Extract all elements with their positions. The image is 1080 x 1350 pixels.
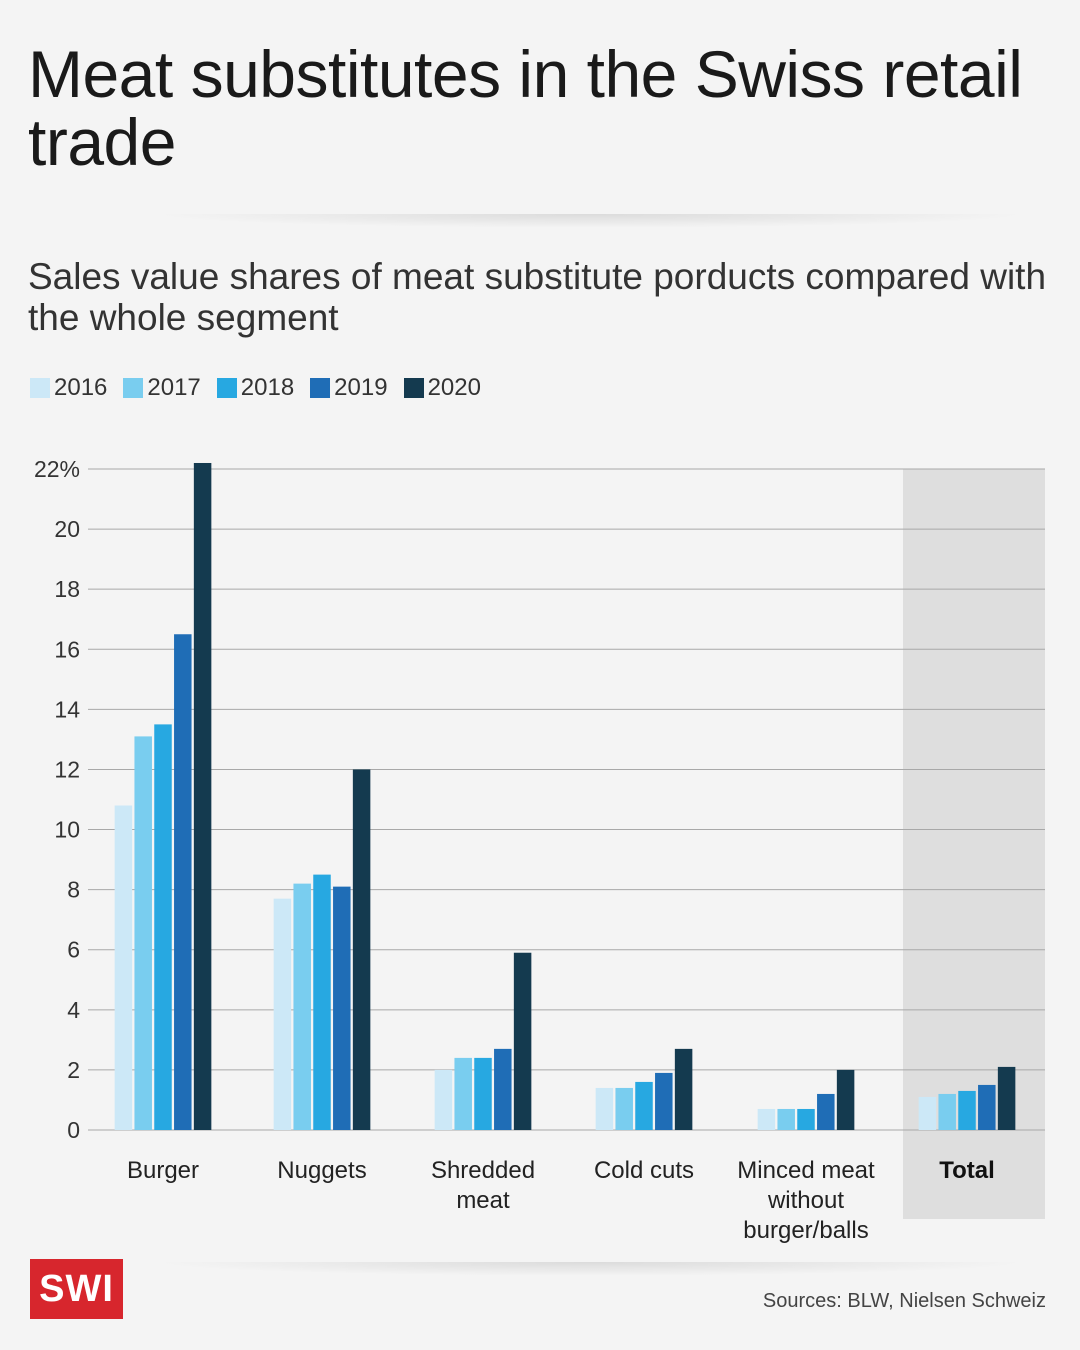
legend-item-2016: 2016 [30,374,107,402]
footer-divider [150,1262,1030,1276]
y-tick-label: 4 [67,997,80,1023]
bar-2017 [938,1093,956,1130]
y-tick-label: 6 [67,937,80,963]
bar-2019 [817,1093,835,1130]
legend-swatch [310,378,331,398]
bar-2018 [797,1108,815,1130]
legend-swatch [216,378,237,398]
page-title: Meat substitutes in the Swiss retail tra… [28,37,1023,179]
y-tick-label: 0 [67,1117,80,1143]
y-tick-label: 18 [54,576,80,602]
legend-item-2018: 2018 [216,374,295,402]
bar-2019 [494,1048,512,1130]
y-tick-label: 22% [34,456,80,482]
bar-2016 [434,1069,453,1130]
bar-2016 [114,805,133,1130]
header-divider [150,214,1030,228]
bar-2019 [655,1072,673,1130]
bar-2017 [454,1057,472,1130]
y-tick-label: 20 [54,516,80,542]
category-label: Burger [127,1157,199,1184]
bar-2020 [352,769,371,1130]
legend-item-2019: 2019 [310,374,388,402]
y-tick-label: 10 [54,817,80,843]
category-label: meat [456,1187,510,1214]
category-label: Shredded [431,1157,535,1184]
bar-2020 [193,462,212,1130]
bar-2018 [635,1081,653,1130]
category-label: Nuggets [277,1157,366,1184]
y-tick-label: 2 [67,1057,80,1083]
legend-label: 2018 [240,374,295,401]
y-tick-label: 8 [67,877,80,903]
category-label: burger/balls [743,1217,868,1244]
bar-2017 [293,883,311,1130]
category-label: Cold cuts [594,1157,694,1184]
legend-label: 2017 [147,374,201,401]
chart-subtitle: Sales value shares of meat substitute po… [28,256,1047,338]
bar-2018 [958,1090,976,1130]
swi-logo: SWI [30,1259,123,1319]
legend-swatch [403,378,424,398]
bar-2020 [674,1048,693,1130]
bar-2019 [978,1084,996,1130]
bar-2016 [273,898,292,1130]
bar-2020 [513,952,532,1130]
bar-2016 [757,1108,776,1130]
bar-2020 [836,1069,855,1130]
bar-2019 [174,634,192,1130]
bar-2019 [333,886,351,1130]
bar-2018 [154,724,172,1130]
bar-chart: 0 2 4 6 8 10 12 14 16 18 20 22% Burger Nuggets Shredde… [34,456,1045,1244]
category-label: Minced meat [737,1157,875,1184]
legend-item-2020: 2020 [403,374,481,402]
bar-2020 [997,1066,1016,1130]
legend-swatch [30,378,50,398]
category-label: without [767,1187,844,1214]
legend-label: 2019 [334,374,388,401]
y-tick-label: 12 [54,756,80,782]
legend-swatch [123,378,144,398]
bar-2017 [777,1108,795,1130]
legend-label: 2020 [427,374,481,401]
bar-2017 [134,736,152,1130]
bar-2016 [595,1087,614,1130]
y-tick-label: 14 [54,696,80,722]
y-tick-label: 16 [54,636,80,662]
bar-2016 [918,1096,937,1130]
chart-legend: 2016 2017 2018 2019 2020 [30,374,481,402]
legend-label: 2016 [54,374,108,401]
source-note: Sources: BLW, Nielsen Schweiz [762,1290,1046,1312]
bar-2018 [313,874,331,1130]
legend-item-2017: 2017 [123,374,201,402]
category-label: Total [939,1157,995,1184]
bar-2018 [474,1057,492,1130]
bar-2017 [615,1087,633,1130]
